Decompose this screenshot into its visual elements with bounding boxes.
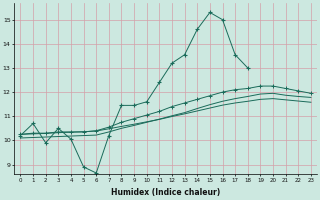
X-axis label: Humidex (Indice chaleur): Humidex (Indice chaleur) bbox=[111, 188, 220, 197]
